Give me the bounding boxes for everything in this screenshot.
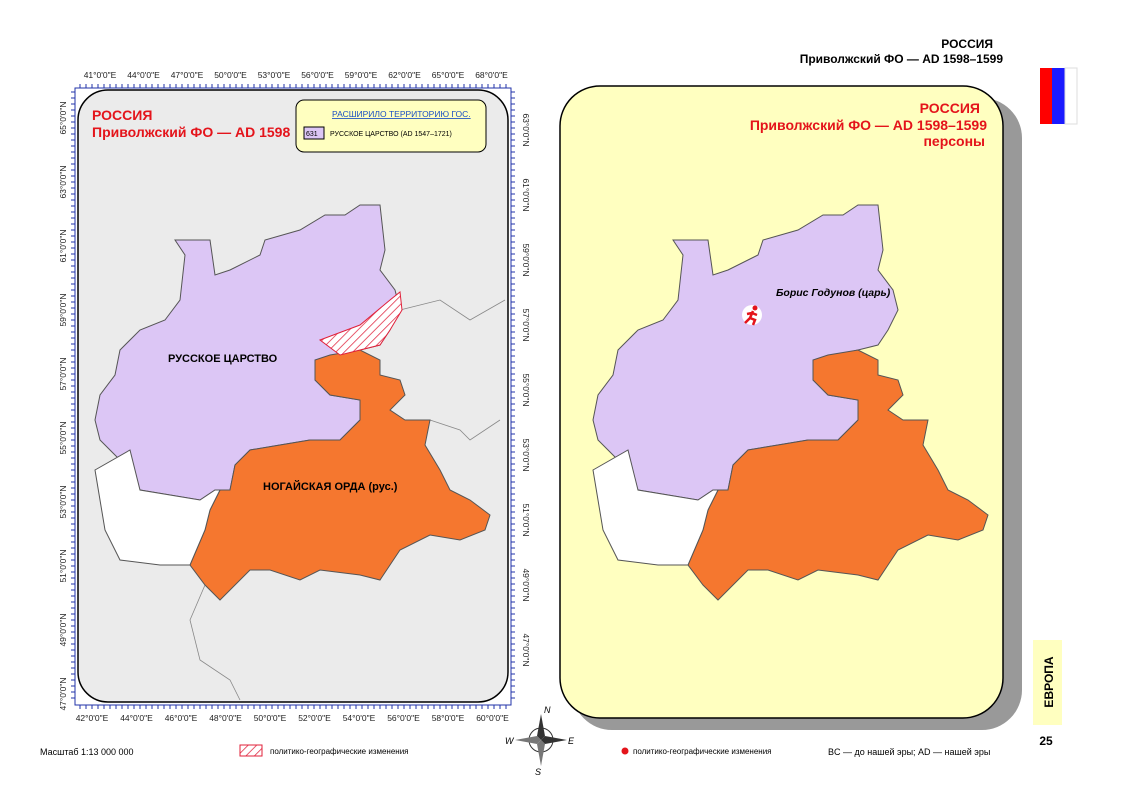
longitude-label: 58°0'0"E	[432, 713, 465, 723]
header-subtitle: Приволжский ФО — AD 1598–1599	[800, 52, 1004, 66]
compass-letter: N	[544, 705, 551, 715]
footnote: BC — до нашей эры; AD — нашей эры	[828, 747, 990, 757]
person-label: Борис Годунов (царь)	[776, 287, 891, 299]
coordinate-ticks: 41°0'0"E 44°0'0"E 47°0'0"E 50°0'0"E 53°0'0"E…	[58, 70, 531, 723]
longitude-label: 54°0'0"E	[343, 713, 376, 723]
flag	[1040, 67, 1078, 125]
legend-dot	[621, 747, 629, 755]
latitude-label: 53°0'0"N	[521, 438, 531, 471]
latitude-label: 47°0'0"N	[521, 633, 531, 666]
longitude-label: 65°0'0"E	[432, 70, 465, 80]
legend-code: 631	[306, 131, 318, 138]
longitude-label: 42°0'0"E	[76, 713, 109, 723]
longitude-label: 62°0'0"E	[388, 70, 421, 80]
compass-letter: S	[535, 767, 541, 777]
legend-title: РАСШИРИЛО ТЕРРИТОРИЮ ГОС.	[332, 109, 471, 119]
longitude-label: 48°0'0"E	[209, 713, 242, 723]
region-label: РУССКОЕ ЦАРСТВО	[168, 353, 278, 365]
legend-text: политико-географические изменения	[270, 747, 409, 756]
longitude-label: 56°0'0"E	[387, 713, 420, 723]
compass-letter: E	[568, 736, 575, 746]
latitude-label: 57°0'0"N	[58, 357, 68, 390]
left-subtitle: Приволжский ФО — AD 1598	[92, 124, 290, 140]
latitude-label: 49°0'0"N	[521, 568, 531, 601]
latitude-label: 63°0'0"N	[58, 165, 68, 198]
latitude-label: 47°0'0"N	[58, 677, 68, 710]
right-title: РОССИЯ	[920, 100, 980, 116]
latitude-label: 55°0'0"N	[521, 373, 531, 406]
longitude-label: 52°0'0"E	[298, 713, 331, 723]
latitude-label: 59°0'0"N	[58, 293, 68, 326]
longitude-label: 50°0'0"E	[254, 713, 287, 723]
right-category: персоны	[923, 133, 985, 149]
latitude-label: 51°0'0"N	[58, 549, 68, 582]
hatch-swatch	[239, 744, 263, 757]
left-title: РОССИЯ	[92, 107, 152, 123]
longitude-label: 50°0'0"E	[214, 70, 247, 80]
longitude-label: 44°0'0"E	[127, 70, 160, 80]
compass-rose: N W E S	[505, 705, 575, 777]
right-map: РОССИЯ Приволжский ФО — AD 1598–1599 пер…	[559, 85, 1022, 730]
longitude-label: 41°0'0"E	[84, 70, 117, 80]
legend-text: политико-географические изменения	[633, 747, 772, 756]
person-icon	[742, 305, 762, 326]
longitude-label: 56°0'0"E	[301, 70, 334, 80]
scale: Масштаб 1:13 000 000	[40, 747, 134, 757]
latitude-label: 63°0'0"N	[521, 113, 531, 146]
legend-label: РУССКОЕ ЦАРСТВО (AD 1547–1721)	[330, 131, 452, 138]
longitude-label: 47°0'0"E	[171, 70, 204, 80]
longitude-label: 59°0'0"E	[345, 70, 378, 80]
latitude-label: 61°0'0"N	[58, 229, 68, 262]
section-label: ЕВРОПА	[1042, 656, 1056, 707]
latitude-label: 57°0'0"N	[521, 308, 531, 341]
page-number: 25	[1039, 734, 1053, 748]
header-country: РОССИЯ	[941, 37, 993, 51]
latitude-label: 53°0'0"N	[58, 485, 68, 518]
region-label: НОГАЙСКАЯ ОРДА (рус.)	[263, 480, 398, 493]
longitude-label: 46°0'0"E	[165, 713, 198, 723]
latitude-label: 65°0'0"N	[58, 101, 68, 134]
longitude-label: 68°0'0"E	[475, 70, 508, 80]
left-map: РОССИЯ Приволжский ФО — AD 1598 РАСШИРИЛ…	[58, 70, 531, 723]
latitude-label: 59°0'0"N	[521, 243, 531, 276]
right-subtitle: Приволжский ФО — AD 1598–1599	[750, 117, 987, 133]
longitude-label: 53°0'0"E	[258, 70, 291, 80]
latitude-label: 49°0'0"N	[58, 613, 68, 646]
compass-letter: W	[505, 736, 515, 746]
latitude-label: 51°0'0"N	[521, 503, 531, 536]
longitude-label: 44°0'0"E	[120, 713, 153, 723]
latitude-label: 55°0'0"N	[58, 421, 68, 454]
section-tab	[1033, 640, 1062, 725]
latitude-label: 61°0'0"N	[521, 178, 531, 211]
longitude-label: 60°0'0"E	[476, 713, 509, 723]
